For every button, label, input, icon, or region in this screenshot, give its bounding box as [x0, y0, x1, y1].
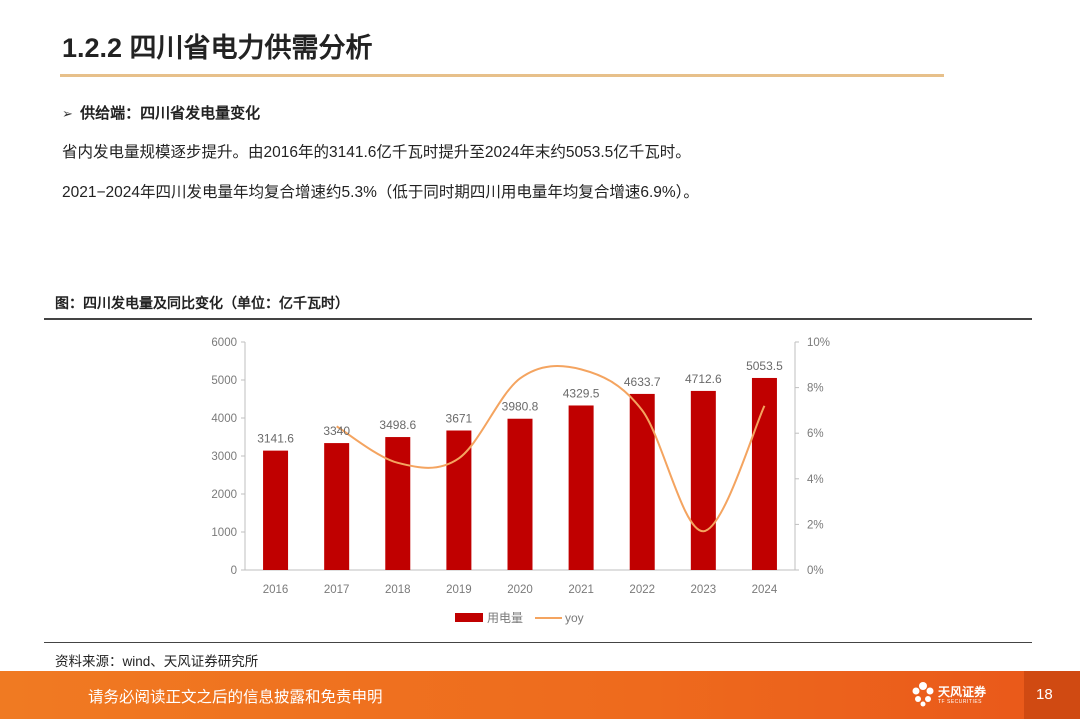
y-left-tick-label: 5000 — [211, 375, 237, 387]
logo-subtext: TF SECURITIES — [938, 699, 983, 705]
page-title: 1.2.2 四川省电力供需分析 — [62, 33, 373, 63]
bar — [324, 443, 350, 570]
bar — [629, 393, 655, 570]
bar-value-label: 3141.6 — [257, 432, 294, 446]
x-tick-label: 2024 — [752, 584, 778, 596]
bar-value-label: 3498.6 — [379, 418, 416, 432]
x-tick-label: 2021 — [568, 584, 594, 596]
arrow-bullet-icon: ➢ — [62, 106, 73, 121]
y-right-tick-label: 0% — [807, 565, 824, 577]
footer-bar: 请务必阅读正文之后的信息披露和免责申明 天风证券 TF SECURITIES 1… — [0, 671, 1080, 719]
y-right-tick-label: 4% — [807, 474, 824, 486]
paragraph-2: 2021−2024年四川发电量年均复合增速约5.3%（低于同时期四川用电量年均复… — [62, 184, 699, 201]
bar — [690, 390, 716, 570]
bar-value-label: 4712.6 — [685, 372, 722, 386]
legend-label-line: yoy — [565, 611, 584, 625]
y-left-tick-label: 6000 — [211, 337, 237, 349]
yoy-line — [336, 365, 766, 533]
legend-swatch-bar — [455, 613, 483, 622]
y-left-tick-label: 4000 — [211, 413, 237, 425]
company-logo: 天风证券 TF SECURITIES — [910, 680, 990, 710]
bar — [751, 377, 777, 570]
y-right-tick-label: 8% — [807, 383, 824, 395]
bar-value-label: 3340 — [323, 424, 350, 438]
bar-value-label: 3671 — [446, 412, 473, 426]
page-number-box — [1024, 671, 1080, 719]
y-right-tick-label: 2% — [807, 519, 824, 531]
x-tick-label: 2016 — [263, 584, 289, 596]
supply-heading: ➢ 供给端：四川省发电量变化 — [62, 102, 260, 123]
bar — [385, 437, 411, 570]
y-right-tick-label: 6% — [807, 428, 824, 440]
bar-value-label: 3980.8 — [502, 400, 539, 414]
figure-top-rule — [44, 318, 1032, 320]
bar-value-label: 4633.7 — [624, 375, 661, 389]
x-tick-label: 2017 — [324, 584, 350, 596]
figure-bottom-rule — [44, 642, 1032, 643]
disclaimer-text: 请务必阅读正文之后的信息披露和免责申明 — [88, 689, 383, 706]
x-tick-label: 2020 — [507, 584, 533, 596]
paragraph-1: 省内发电量规模逐步提升。由2016年的3141.6亿千瓦时提升至2024年末约5… — [62, 144, 691, 161]
x-tick-label: 2019 — [446, 584, 472, 596]
logo-text: 天风证券 — [938, 685, 987, 699]
x-tick-label: 2022 — [629, 584, 655, 596]
flower-logo-icon — [912, 682, 934, 707]
y-right-tick-label: 10% — [807, 337, 830, 349]
title-underline — [60, 74, 944, 77]
legend-label-bar: 用电量 — [487, 611, 523, 625]
y-left-tick-label: 3000 — [211, 451, 237, 463]
bar-value-label: 5053.5 — [746, 359, 783, 373]
source-note: 资料来源：wind、天风证券研究所 — [55, 654, 259, 669]
page-number: 18 — [1036, 686, 1053, 703]
x-tick-label: 2018 — [385, 584, 411, 596]
y-left-tick-label: 2000 — [211, 489, 237, 501]
bar-value-label: 4329.5 — [563, 386, 600, 400]
supply-heading-text: 供给端：四川省发电量变化 — [80, 105, 261, 122]
bar — [507, 418, 533, 570]
y-left-tick-label: 0 — [231, 565, 237, 577]
bar — [568, 405, 594, 570]
figure-caption: 图：四川发电量及同比变化（单位：亿千瓦时） — [55, 295, 349, 311]
bar — [446, 430, 472, 570]
y-left-tick-label: 1000 — [211, 527, 237, 539]
x-tick-label: 2023 — [691, 584, 717, 596]
bar — [263, 450, 289, 570]
